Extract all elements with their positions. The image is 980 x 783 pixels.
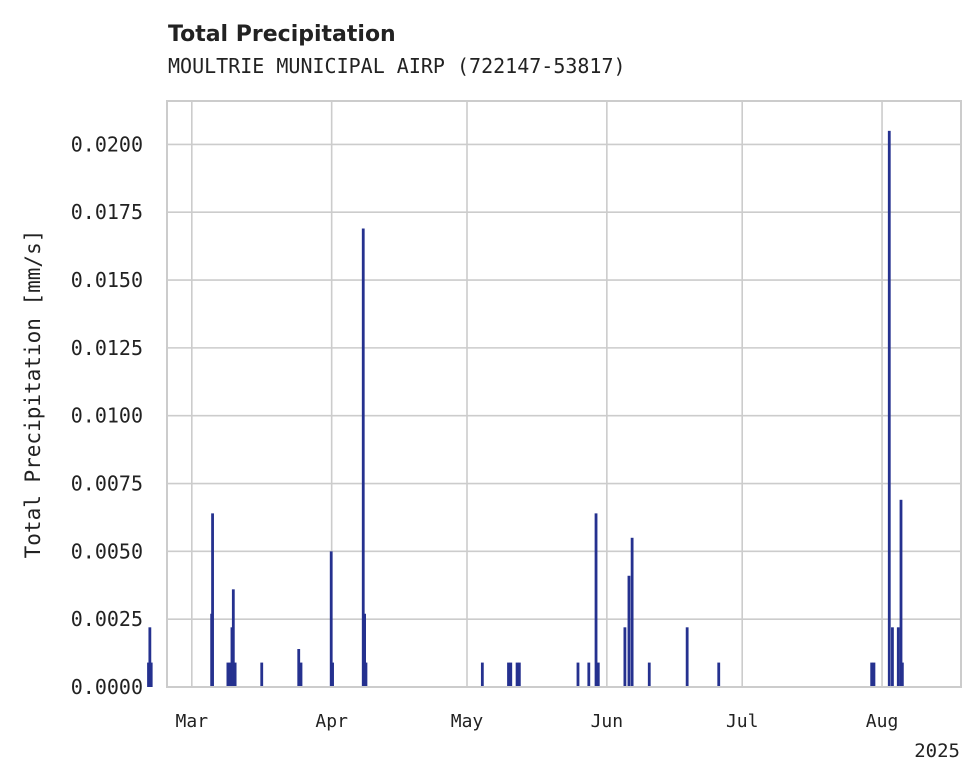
precip-bar xyxy=(509,662,513,687)
chart-title: Total Precipitation xyxy=(168,22,396,47)
x-tick-label: May xyxy=(451,711,484,732)
precip-bar xyxy=(515,662,519,687)
precip-bar xyxy=(364,662,368,687)
y-tick-label: 0.0025 xyxy=(71,607,143,631)
x-tick-label: Apr xyxy=(315,711,348,732)
y-axis-label: Total Precipitation [mm/s] xyxy=(21,230,45,559)
year-label: 2025 xyxy=(914,740,960,762)
y-tick-label: 0.0175 xyxy=(71,200,143,224)
precip-bar xyxy=(297,649,301,687)
x-tick-label: Aug xyxy=(866,711,899,732)
precip-bars xyxy=(147,130,904,687)
precip-bar xyxy=(891,627,894,687)
precip-bar xyxy=(899,499,903,687)
precip-bar xyxy=(517,662,521,687)
plot-frame xyxy=(166,100,962,688)
precip-bar xyxy=(331,662,334,687)
precip-bar xyxy=(887,130,891,687)
precip-bar xyxy=(329,551,333,687)
precip-bar xyxy=(480,662,484,687)
y-tick-label: 0.0100 xyxy=(71,404,143,428)
y-tick-label: 0.0000 xyxy=(71,675,143,699)
y-tick-label: 0.0150 xyxy=(71,268,143,292)
precip-bar xyxy=(260,662,264,687)
gridlines xyxy=(167,101,961,687)
precip-bar xyxy=(148,627,152,687)
precip-bar xyxy=(870,662,874,687)
precip-bar xyxy=(685,627,689,687)
precip-bar xyxy=(896,627,900,687)
precip-bar xyxy=(233,662,237,687)
y-tick-label: 0.0200 xyxy=(71,132,143,156)
precip-bar xyxy=(507,662,510,687)
precip-bar xyxy=(299,662,303,687)
chart-subtitle: MOULTRIE MUNICIPAL AIRP (722147-53817) xyxy=(168,54,626,78)
precip-bar xyxy=(647,662,651,687)
precip-bar xyxy=(596,662,600,687)
x-tick-label: Mar xyxy=(176,711,209,732)
precip-bar xyxy=(717,662,721,687)
precip-bar xyxy=(623,627,627,687)
precip-bar xyxy=(361,228,365,687)
x-axis-ticks: Mar Apr May Jun Jul Aug xyxy=(176,711,899,732)
precip-bar xyxy=(363,613,366,687)
y-tick-label: 0.0075 xyxy=(71,472,143,496)
precip-bar xyxy=(900,662,904,687)
precip-bar xyxy=(211,513,214,687)
precip-bar xyxy=(630,537,634,687)
precip-bar xyxy=(576,662,580,687)
y-tick-label: 0.0125 xyxy=(71,336,143,360)
x-tick-label: Jul xyxy=(726,711,759,732)
precip-bar xyxy=(872,662,876,687)
precip-bar xyxy=(226,662,230,687)
x-tick-label: Jun xyxy=(591,711,624,732)
y-axis-ticks: 0.0000 0.0025 0.0050 0.0075 0.0100 0.0125 0.01… xyxy=(71,132,143,699)
precip-bar xyxy=(587,662,591,687)
precip-bar xyxy=(149,662,153,687)
precip-bar xyxy=(594,513,598,687)
precip-bar xyxy=(228,662,232,687)
precip-bar xyxy=(627,575,631,687)
y-tick-label: 0.0050 xyxy=(71,539,143,563)
precip-bar xyxy=(231,589,235,687)
